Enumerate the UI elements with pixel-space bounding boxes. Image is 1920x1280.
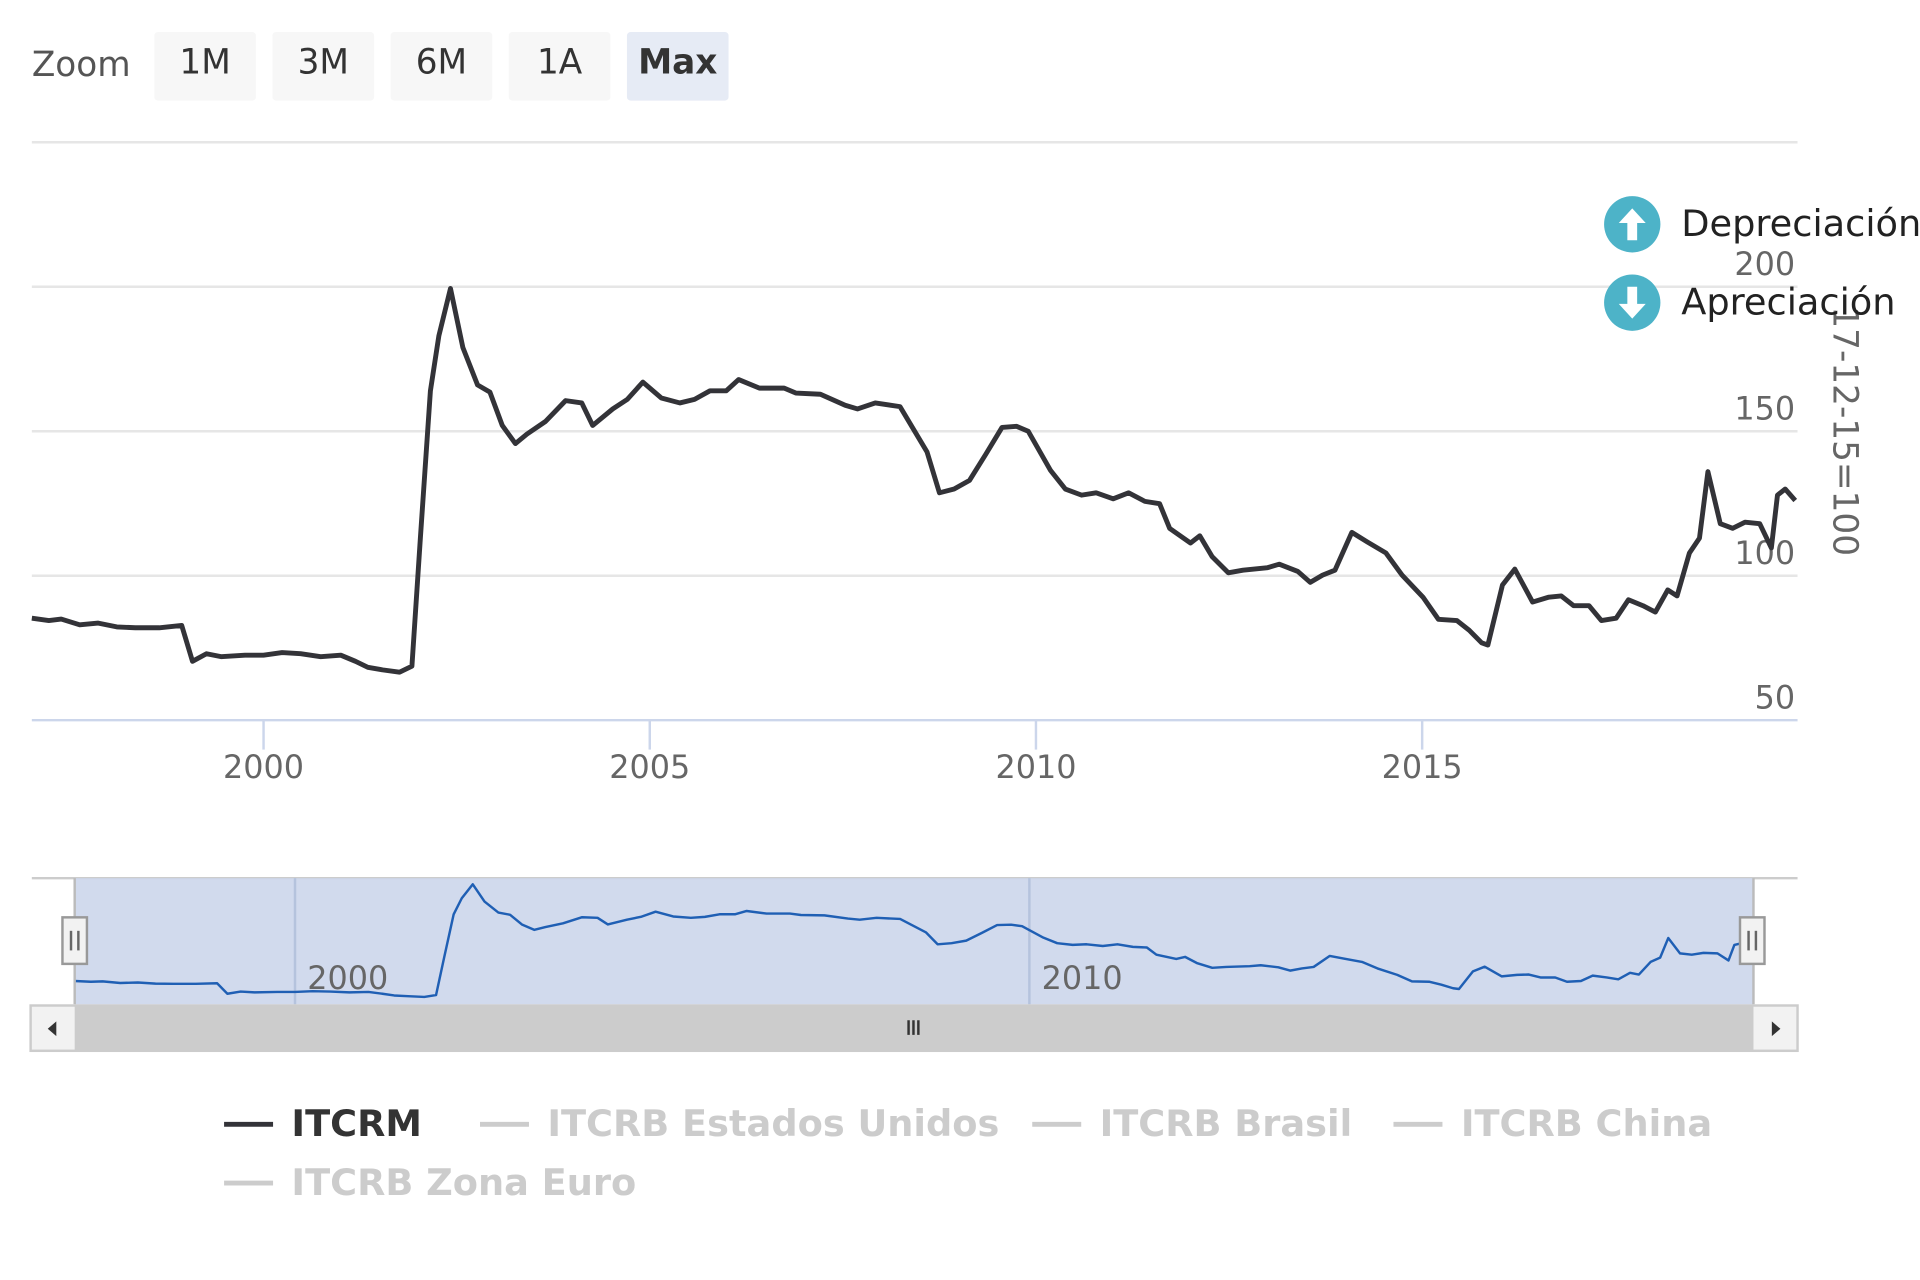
appreciation-icon [1604,274,1661,331]
series-line [31,285,1798,675]
zoom-button-label[interactable]: 1M [179,42,230,82]
navigator-handle[interactable] [1738,916,1766,966]
legend-label[interactable]: ITCRB Estados Unidos [547,1102,999,1145]
zoom-button[interactable] [390,32,493,101]
y-tick-label: 200 [1734,245,1795,283]
legend-label[interactable]: ITCRB China [1461,1102,1712,1145]
annotation: Apreciación [1681,280,1895,323]
x-tick-label: 2015 [1382,748,1463,786]
y-tick-label: 50 [1755,678,1796,716]
navigator-tick-label: 2010 [1042,959,1123,997]
annotation: Depreciación [1681,202,1920,245]
plot-area: 50 100 150 200 2000 2005 2010 2015 [31,245,1798,786]
zoom-button[interactable] [626,32,729,101]
zoom-button[interactable] [154,32,256,101]
scroll-right-arrow[interactable] [1771,1021,1781,1037]
zoom-label: Zoom [32,45,131,85]
zoom-button-label[interactable]: Max [638,42,717,82]
navigator-mask [74,878,1754,1005]
x-tick-label: 2010 [995,748,1076,786]
zoom-buttons: 1M 3M 6M 1A Max [154,32,729,101]
y-tick-label: 150 [1734,389,1795,427]
scrollbar-grip [907,1020,920,1035]
zoom-button-label[interactable]: 6M [416,42,467,82]
x-tick-label: 2000 [223,748,304,786]
legend-label[interactable]: ITCRB Zona Euro [291,1161,636,1204]
legend-label[interactable]: ITCRB Brasil [1100,1102,1353,1145]
navigator-line [74,883,1752,999]
zoom-button[interactable] [272,32,375,101]
scroll-left-arrow[interactable] [47,1021,57,1037]
zoom-button-label[interactable]: 1A [537,42,583,82]
depreciation-icon [1604,196,1661,253]
legend-label[interactable]: ITCRM [291,1102,421,1145]
legend: ITCRM ITCRB Estados Unidos ITCRB Brasil ITC… [224,1102,1712,1204]
y-tick-label: 100 [1734,534,1795,572]
zoom-button-label[interactable]: 3M [298,42,349,82]
zoom-button[interactable] [508,32,611,101]
y-axis-title: 17-12-15=100 [1824,306,1864,556]
navigator-handle[interactable] [61,916,89,966]
navigator: 2000 2010 [74,878,1752,1005]
x-tick-label: 2005 [609,748,690,786]
